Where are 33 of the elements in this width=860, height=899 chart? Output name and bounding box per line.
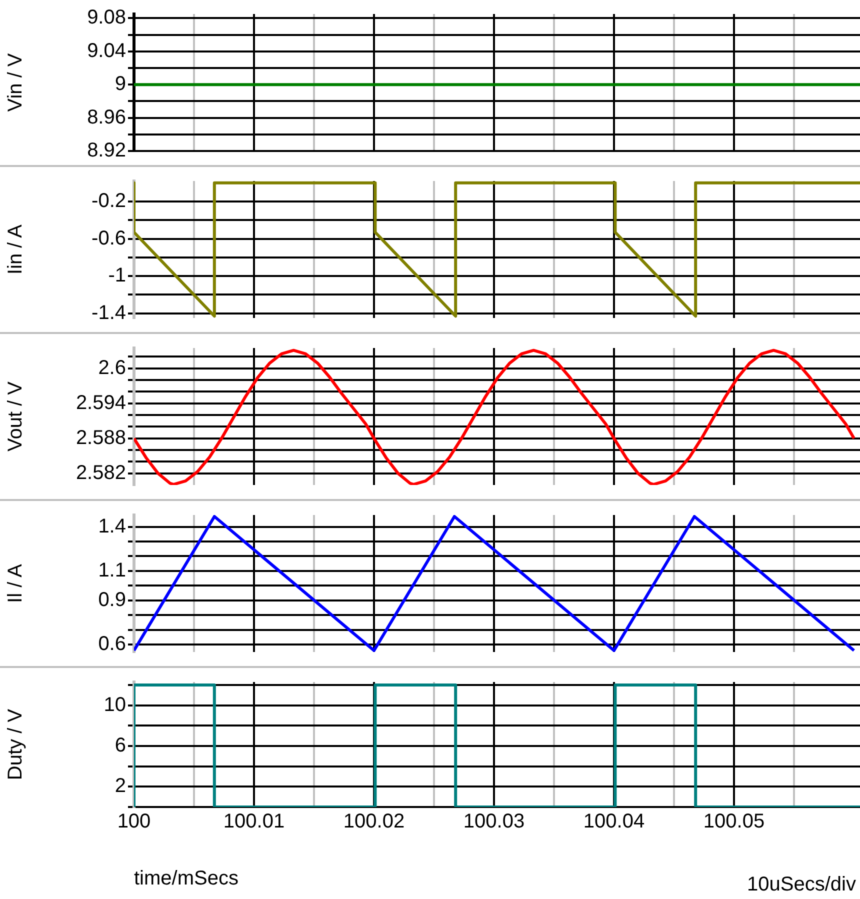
y-tick-label: 1.1 xyxy=(98,559,126,582)
y-axis-title: Il / A xyxy=(4,563,27,603)
y-tick-label: 2 xyxy=(114,775,126,798)
y-tick-label: 8.96 xyxy=(87,106,126,128)
y-tick-label: 0.9 xyxy=(98,588,126,611)
y-tick-label: 6 xyxy=(114,734,126,757)
y-axis-title: Vin / V xyxy=(4,52,27,112)
y-axis-title: Iin / A xyxy=(4,224,27,275)
y-tick-label: -1.4 xyxy=(92,302,126,324)
y-tick-label: 9 xyxy=(114,73,126,96)
x-tick-label: 100.04 xyxy=(583,810,645,833)
y-tick-label: -0.6 xyxy=(92,227,126,250)
x-tick-label: 100.02 xyxy=(343,810,405,833)
x-tick-label: 100.05 xyxy=(703,810,765,833)
text: 10uSecs/div xyxy=(747,874,856,896)
y-tick-label: -1 xyxy=(108,264,126,287)
y-tick-label: 9.08 xyxy=(87,6,126,29)
y-tick-label: 9.04 xyxy=(87,40,126,62)
y-tick-label: 10 xyxy=(104,694,126,716)
y-tick-label: 2.6 xyxy=(98,356,126,379)
y-tick-label: 2.582 xyxy=(76,462,126,484)
y-tick-label: 1.4 xyxy=(98,515,126,538)
y-tick-label: 0.6 xyxy=(98,633,126,656)
y-tick-label: -0.2 xyxy=(92,190,126,212)
y-axis-title: Vout / V xyxy=(4,380,27,452)
x-axis-title: time/mSecs xyxy=(134,868,238,890)
y-tick-label: 8.92 xyxy=(87,140,126,162)
x-tick-label: 100.03 xyxy=(463,810,525,833)
x-tick-label: 100 xyxy=(117,810,151,833)
y-axis-title: Duty / V xyxy=(4,708,27,780)
y-tick-label: 2.588 xyxy=(76,426,126,449)
y-tick-label: 2.594 xyxy=(76,392,126,414)
x-tick-label: 100.01 xyxy=(223,810,285,833)
